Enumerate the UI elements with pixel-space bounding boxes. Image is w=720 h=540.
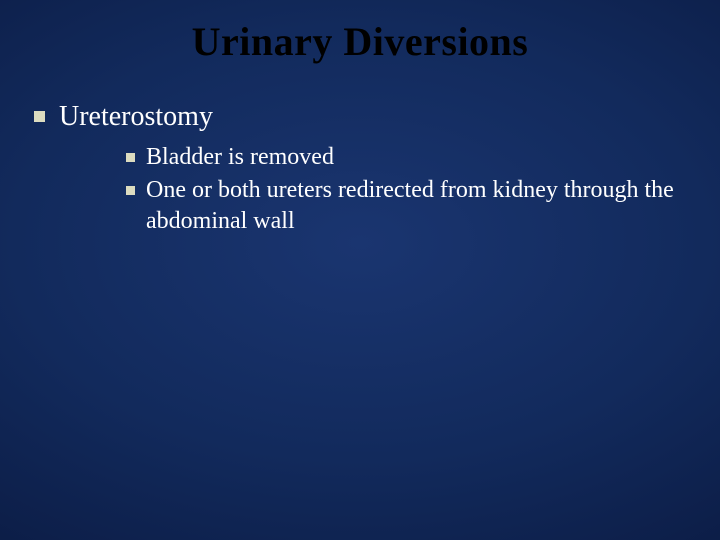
bullet-row: One or both ureters redirected from kidn… <box>126 175 720 237</box>
bullet-level2-text: Bladder is removed <box>146 142 334 173</box>
square-bullet-icon <box>126 186 135 195</box>
bullet-level2-text: One or both ureters redirected from kidn… <box>146 175 706 237</box>
bullet-level1-text: Ureterostomy <box>59 99 213 134</box>
bullet-level1: Ureterostomy Bladder is removed One or b… <box>34 99 720 238</box>
bullet-row: Ureterostomy <box>34 99 720 134</box>
square-bullet-icon <box>34 111 45 122</box>
bullet-row: Bladder is removed <box>126 142 720 173</box>
slide: Urinary Diversions Ureterostomy Bladder … <box>0 0 720 540</box>
bullet-level2-group: Bladder is removed One or both ureters r… <box>126 142 720 238</box>
slide-title: Urinary Diversions <box>0 18 720 65</box>
square-bullet-icon <box>126 153 135 162</box>
